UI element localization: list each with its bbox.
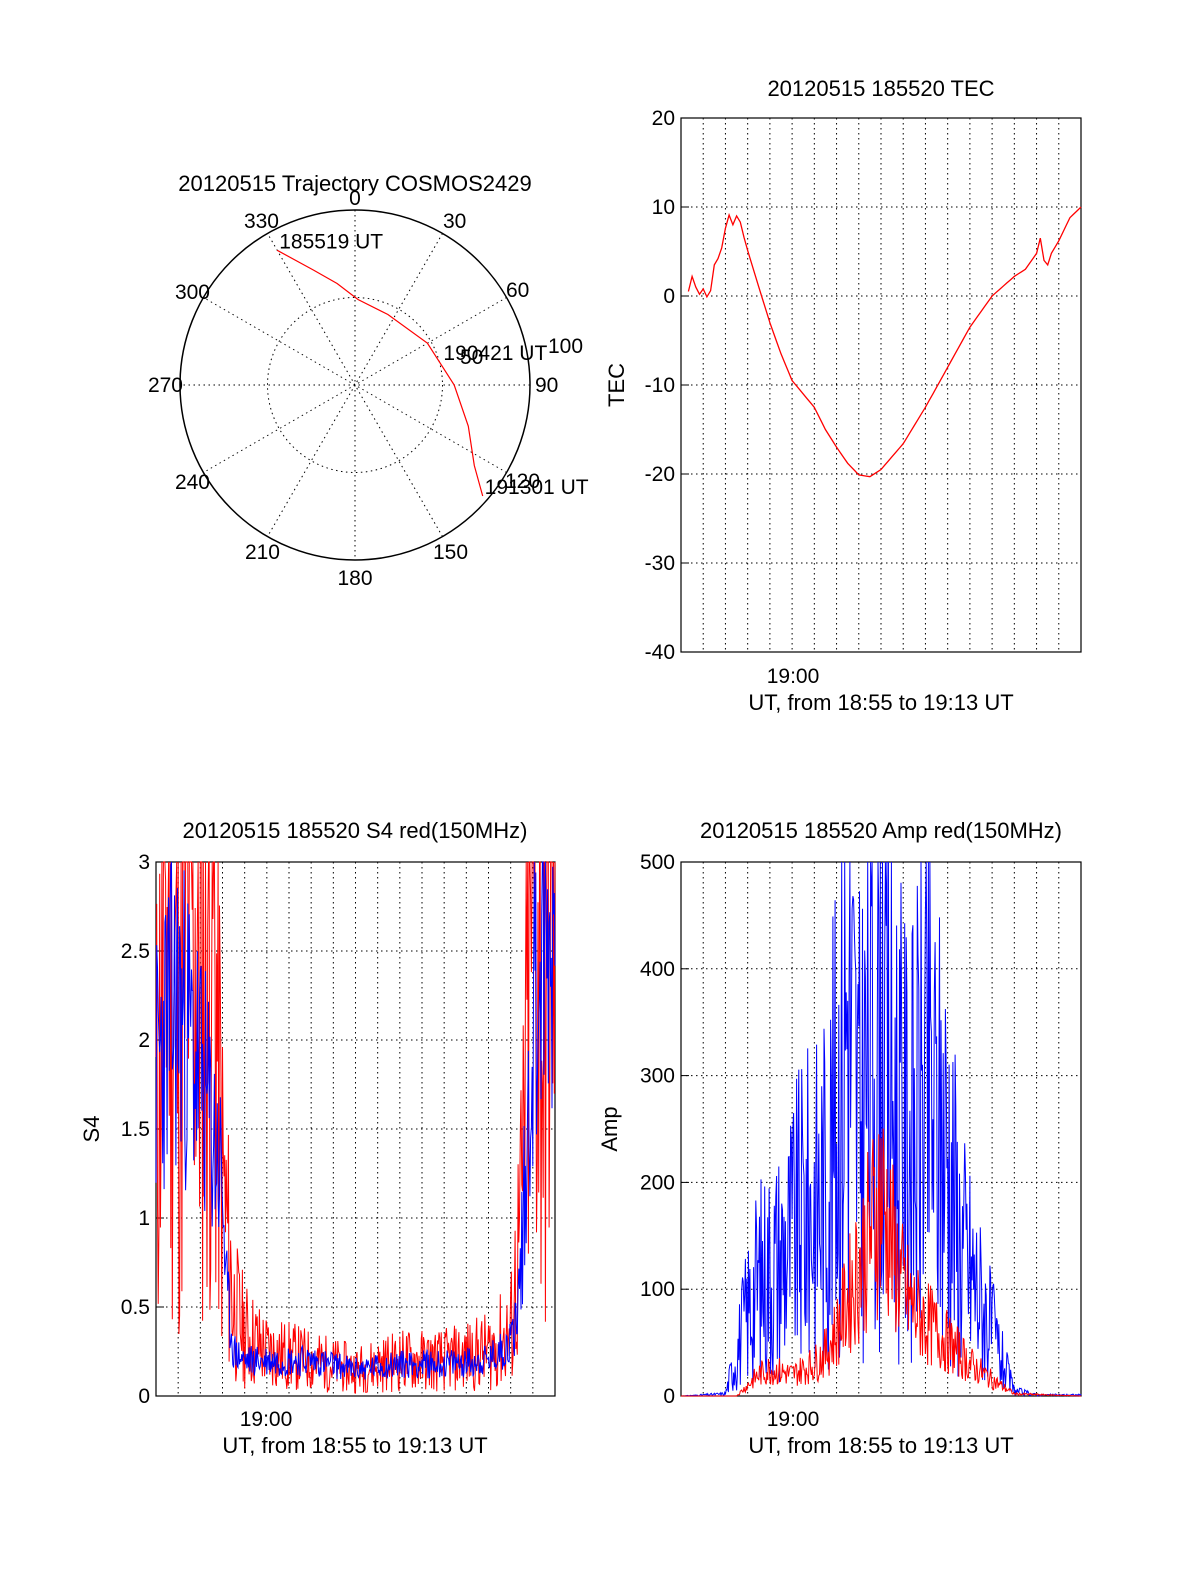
tec-x-tick-label: 19:00 bbox=[767, 665, 820, 688]
polar-annotations: 185519 UT 190421 UT 191301 UT bbox=[279, 230, 589, 499]
y-tick-label: 300 bbox=[640, 1065, 675, 1088]
polar-trajectory-panel: 20120515 Trajectory COSMOS2429 0 30 60 90 12… bbox=[148, 171, 589, 590]
tec-series-line bbox=[687, 206, 1082, 478]
s4-title: 20120515 185520 S4 red(150MHz) bbox=[183, 818, 528, 843]
polar-inner-circle bbox=[267, 297, 443, 473]
y-tick-label: 10 bbox=[652, 196, 675, 219]
y-tick-label: 0 bbox=[138, 1385, 150, 1408]
s4-y-axis-label: S4 bbox=[79, 1116, 104, 1143]
polar-angle-label: 270 bbox=[148, 374, 183, 397]
s4-x-tick-label: 19:00 bbox=[240, 1408, 293, 1431]
y-tick-label: 500 bbox=[640, 851, 675, 874]
s4-red-series bbox=[155, 861, 556, 1394]
amp-panel: 20120515 185520 Amp red(150MHz) 500 400 30… bbox=[597, 818, 1082, 1458]
y-tick-label: -10 bbox=[645, 374, 675, 397]
polar-spoke bbox=[267, 233, 443, 537]
y-tick-label: 2.5 bbox=[121, 940, 150, 963]
y-tick-label: -40 bbox=[645, 641, 675, 664]
amp-blue-series bbox=[681, 861, 1082, 1398]
amp-title: 20120515 185520 Amp red(150MHz) bbox=[700, 818, 1062, 843]
tec-panel: 20120515 185520 TEC 20 10 0 -10 -20 -30 -40 19… bbox=[604, 76, 1082, 715]
polar-angle-label: 210 bbox=[245, 541, 280, 564]
y-tick-label: 2 bbox=[138, 1029, 150, 1052]
y-tick-label: 0 bbox=[663, 285, 675, 308]
amp-x-axis-label: UT, from 18:55 to 19:13 UT bbox=[748, 1433, 1013, 1458]
polar-time-annotation: 190421 UT bbox=[443, 342, 547, 365]
amp-x-tick-label: 19:00 bbox=[767, 1408, 820, 1431]
polar-time-annotation: 191301 UT bbox=[485, 476, 589, 499]
polar-angle-label: 30 bbox=[443, 210, 466, 233]
y-tick-label: 200 bbox=[640, 1171, 675, 1194]
y-tick-label: 0.5 bbox=[121, 1296, 150, 1319]
polar-angle-label: 330 bbox=[244, 210, 279, 233]
s4-blue-series bbox=[155, 861, 556, 1380]
polar-time-annotation: 185519 UT bbox=[279, 230, 383, 253]
polar-title: 20120515 Trajectory COSMOS2429 bbox=[178, 171, 531, 196]
s4-y-tick-labels: 3 2.5 2 1.5 1 0.5 0 bbox=[121, 851, 164, 1408]
y-tick-label: -30 bbox=[645, 552, 675, 575]
amp-y-tick-labels: 500 400 300 200 100 0 bbox=[640, 851, 689, 1408]
y-tick-label: 100 bbox=[640, 1278, 675, 1301]
s4-panel: 20120515 185520 S4 red(150MHz) 3 2.5 2 1.5 1… bbox=[79, 818, 556, 1458]
y-tick-label: 1 bbox=[138, 1207, 150, 1230]
s4-x-axis-label: UT, from 18:55 to 19:13 UT bbox=[222, 1433, 487, 1458]
polar-angle-label: 300 bbox=[175, 281, 210, 304]
y-tick-label: 400 bbox=[640, 958, 675, 981]
y-tick-label: -20 bbox=[645, 463, 675, 486]
polar-angle-label: 150 bbox=[433, 541, 468, 564]
tec-grid bbox=[681, 118, 1081, 652]
polar-radius-label-50: 50 bbox=[460, 346, 483, 369]
polar-trajectory-line bbox=[276, 249, 484, 497]
tec-x-axis-label: UT, from 18:55 to 19:13 UT bbox=[748, 690, 1013, 715]
tec-y-axis-label: TEC bbox=[604, 363, 629, 407]
y-tick-label: 1.5 bbox=[121, 1118, 150, 1141]
polar-angle-label: 180 bbox=[337, 567, 372, 590]
y-tick-label: 20 bbox=[652, 107, 675, 130]
polar-angle-label: 90 bbox=[535, 374, 558, 397]
y-tick-label: 0 bbox=[663, 1385, 675, 1408]
polar-spokes bbox=[180, 210, 530, 560]
amp-red-series bbox=[681, 1128, 1081, 1397]
tec-y-tick-labels: 20 10 0 -10 -20 -30 -40 bbox=[645, 107, 689, 664]
tec-title: 20120515 185520 TEC bbox=[767, 76, 994, 101]
polar-angle-label: 120 bbox=[505, 470, 540, 493]
y-tick-label: 3 bbox=[138, 851, 150, 874]
amp-y-axis-label: Amp bbox=[597, 1106, 622, 1151]
polar-angle-label: 60 bbox=[506, 279, 529, 302]
polar-angle-label: 240 bbox=[175, 471, 210, 494]
polar-angle-labels: 0 30 60 90 120 150 180 210 240 270 300 330 bbox=[148, 187, 558, 590]
polar-radius-label-100: 100 bbox=[548, 335, 583, 358]
polar-angle-label: 0 bbox=[349, 187, 361, 210]
